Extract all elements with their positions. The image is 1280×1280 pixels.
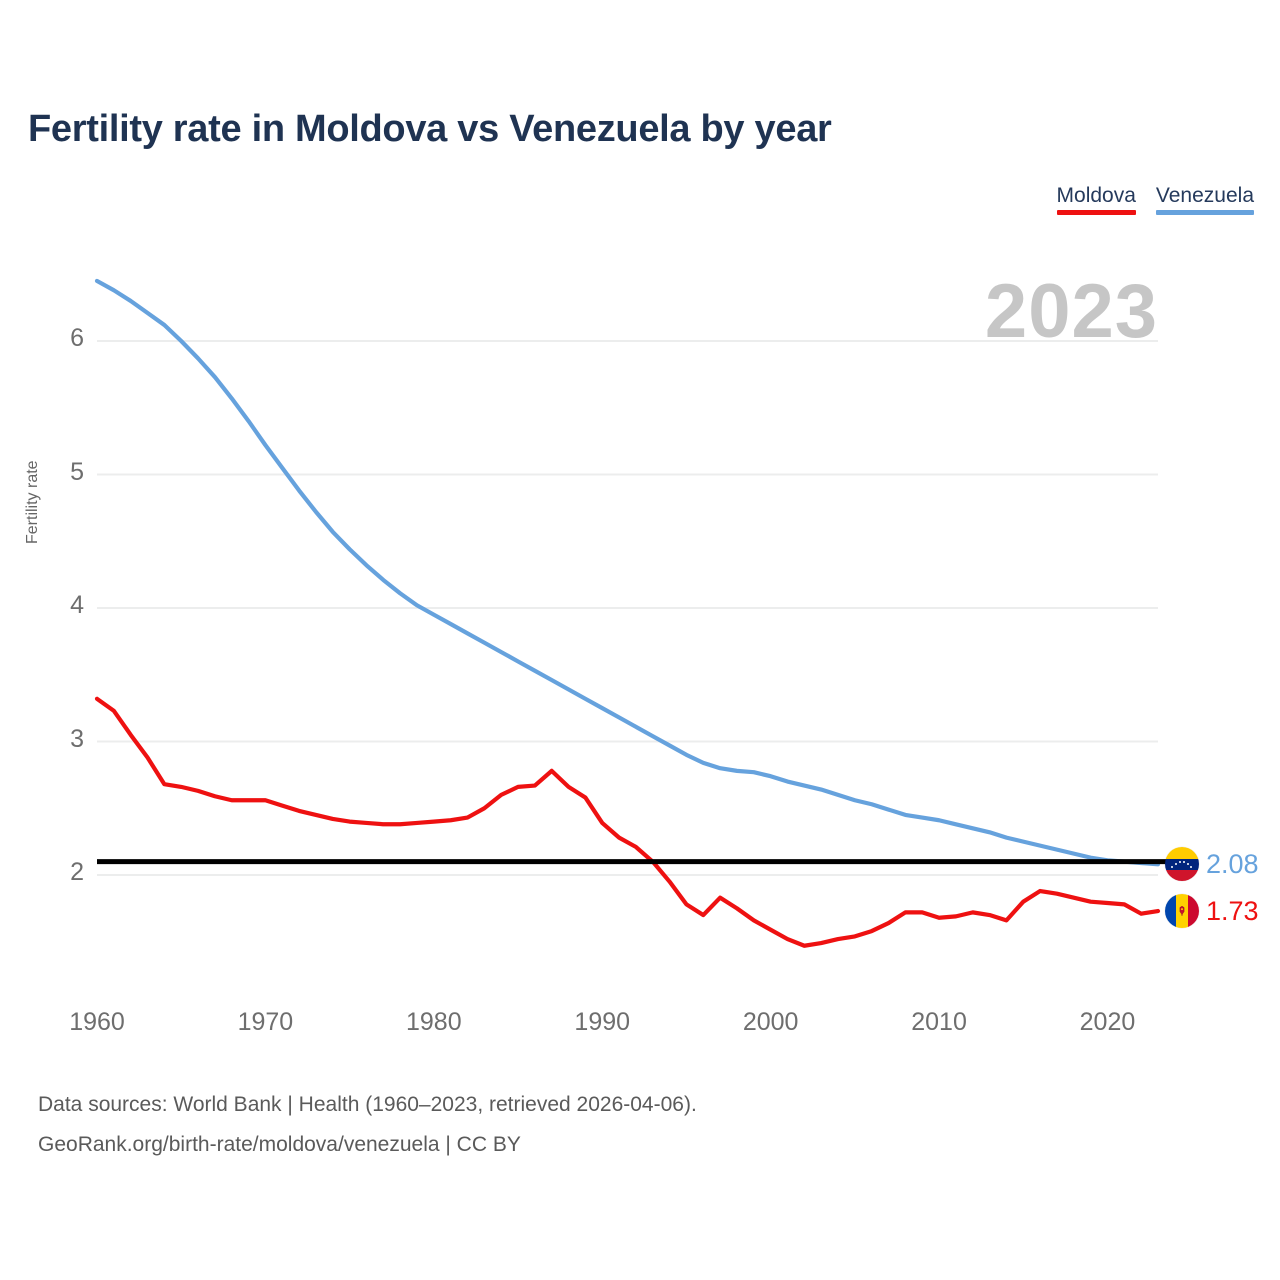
- endpoint-value-venezuela: 2.08: [1206, 848, 1259, 879]
- chart-legend: Moldova Venezuela: [1056, 184, 1254, 215]
- legend-color-swatch-venezuela: [1155, 210, 1254, 215]
- moldova-flag-icon: [1165, 894, 1199, 929]
- y-tick-label: 3: [70, 724, 84, 753]
- legend-item-moldova[interactable]: Moldova: [1056, 184, 1136, 215]
- chart-footer: Data sources: World Bank | Health (1960–…: [38, 1085, 697, 1165]
- endpoint-venezuela: 2.08: [1165, 847, 1259, 882]
- y-tick-label: 6: [70, 324, 84, 352]
- legend-color-swatch-moldova: [1056, 210, 1136, 215]
- x-tick-label: 1990: [574, 1008, 631, 1036]
- moldova-emblem-icon: [1179, 905, 1185, 916]
- legend-label-moldova: Moldova: [1056, 184, 1136, 207]
- page-title: Fertility rate in Moldova vs Venezuela b…: [28, 108, 832, 150]
- endpoint-moldova: 1.73: [1165, 894, 1259, 929]
- footer-data-sources: Data sources: World Bank | Health (1960–…: [38, 1093, 697, 1116]
- x-tick-label: 1970: [237, 1008, 294, 1036]
- y-tick-label: 4: [70, 591, 84, 619]
- x-tick-label: 2010: [911, 1008, 967, 1036]
- endpoint-value-moldova: 1.73: [1206, 895, 1259, 926]
- legend-item-venezuela[interactable]: Venezuela: [1155, 184, 1254, 215]
- venezuela-flag-icon: [1165, 847, 1199, 882]
- y-tick-label: 2: [70, 858, 84, 886]
- footer-attribution: GeoRank.org/birth-rate/moldova/venezuela…: [38, 1133, 521, 1156]
- year-watermark: 2023: [984, 269, 1158, 354]
- x-tick-label: 2000: [742, 1008, 799, 1036]
- legend-label-venezuela: Venezuela: [1155, 184, 1254, 207]
- x-tick-label: 1960: [69, 1008, 125, 1036]
- x-tick-label: 1980: [406, 1008, 462, 1036]
- y-tick-label: 5: [70, 457, 84, 486]
- x-tick-label: 2020: [1079, 1008, 1136, 1036]
